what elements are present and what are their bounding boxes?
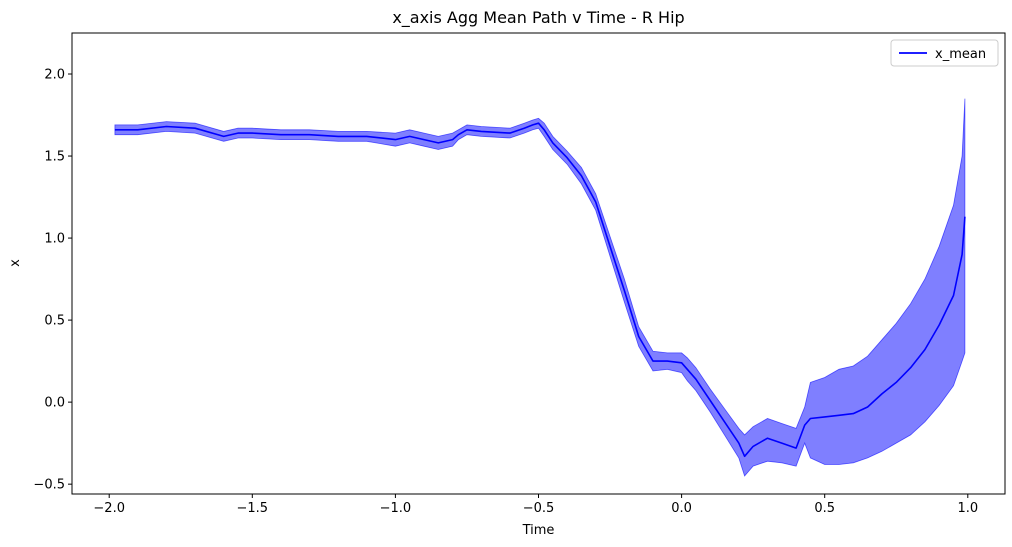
x-tick-label: −1.0: [380, 501, 412, 516]
plot-area: [114, 98, 966, 477]
y-tick-label: −0.5: [33, 478, 65, 493]
y-tick-label: 2.0: [44, 68, 65, 83]
legend-label-x-mean: x_mean: [935, 47, 986, 62]
legend: x_mean: [890, 39, 999, 67]
mean-line-series-0: [114, 122, 966, 458]
x-tick-label: 0.5: [814, 501, 835, 516]
confidence-band-series-0: [114, 98, 966, 477]
y-tick-label: 1.0: [44, 232, 65, 247]
legend-box: [890, 39, 999, 67]
x-axis-label: Time: [522, 523, 555, 538]
y-axis-label: x: [8, 259, 23, 267]
x-tick-label: −1.5: [237, 501, 269, 516]
y-tick-label: 0.5: [44, 314, 65, 329]
chart-title: x_axis Agg Mean Path v Time - R Hip: [392, 8, 684, 28]
x-tick-label: −2.0: [93, 501, 125, 516]
x-tick-label: −0.5: [523, 501, 555, 516]
y-tick-label: 1.5: [44, 150, 65, 165]
x-tick-label: 0.0: [671, 501, 692, 516]
y-tick-label: 0.0: [44, 396, 65, 411]
axes: −2.0 −1.5 −1.0 −0.5 0.0 0.5 1.0 −0.5 0.0 0.5 1.0 1.…: [33, 32, 1006, 516]
x-tick-label: 1.0: [957, 501, 978, 516]
